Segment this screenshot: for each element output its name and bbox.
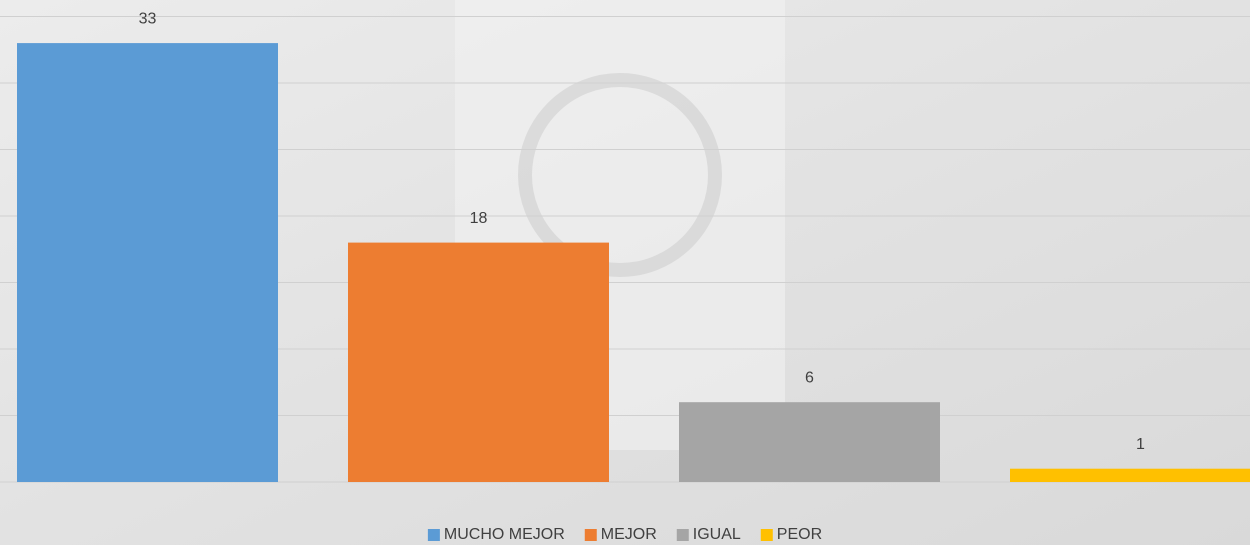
bar: [348, 243, 609, 482]
legend-label: PEOR: [777, 526, 822, 543]
legend-label: IGUAL: [693, 526, 741, 543]
bar: [1010, 469, 1250, 482]
legend-swatch: [428, 529, 440, 541]
page: 331861 MUCHO MEJORMEJORIGUALPEOR (() => …: [0, 0, 1250, 545]
legend-label: MUCHO MEJOR: [444, 526, 565, 543]
value-label: 33: [139, 10, 157, 27]
legend-swatch: [677, 529, 689, 541]
legend-swatch: [761, 529, 773, 541]
legend-swatch: [585, 529, 597, 541]
legend-item: MUCHO MEJOR: [428, 526, 565, 543]
bar: [679, 402, 940, 482]
chart: 33 18 6 1 MUCHO MEJOR MEJOR IGUAL PEOR: [0, 0, 1250, 545]
value-label: 18: [470, 210, 488, 227]
legend-label: MEJOR: [601, 526, 657, 543]
value-label: 6: [805, 369, 814, 386]
bar: [17, 43, 278, 482]
value-label: 1: [1136, 436, 1145, 453]
